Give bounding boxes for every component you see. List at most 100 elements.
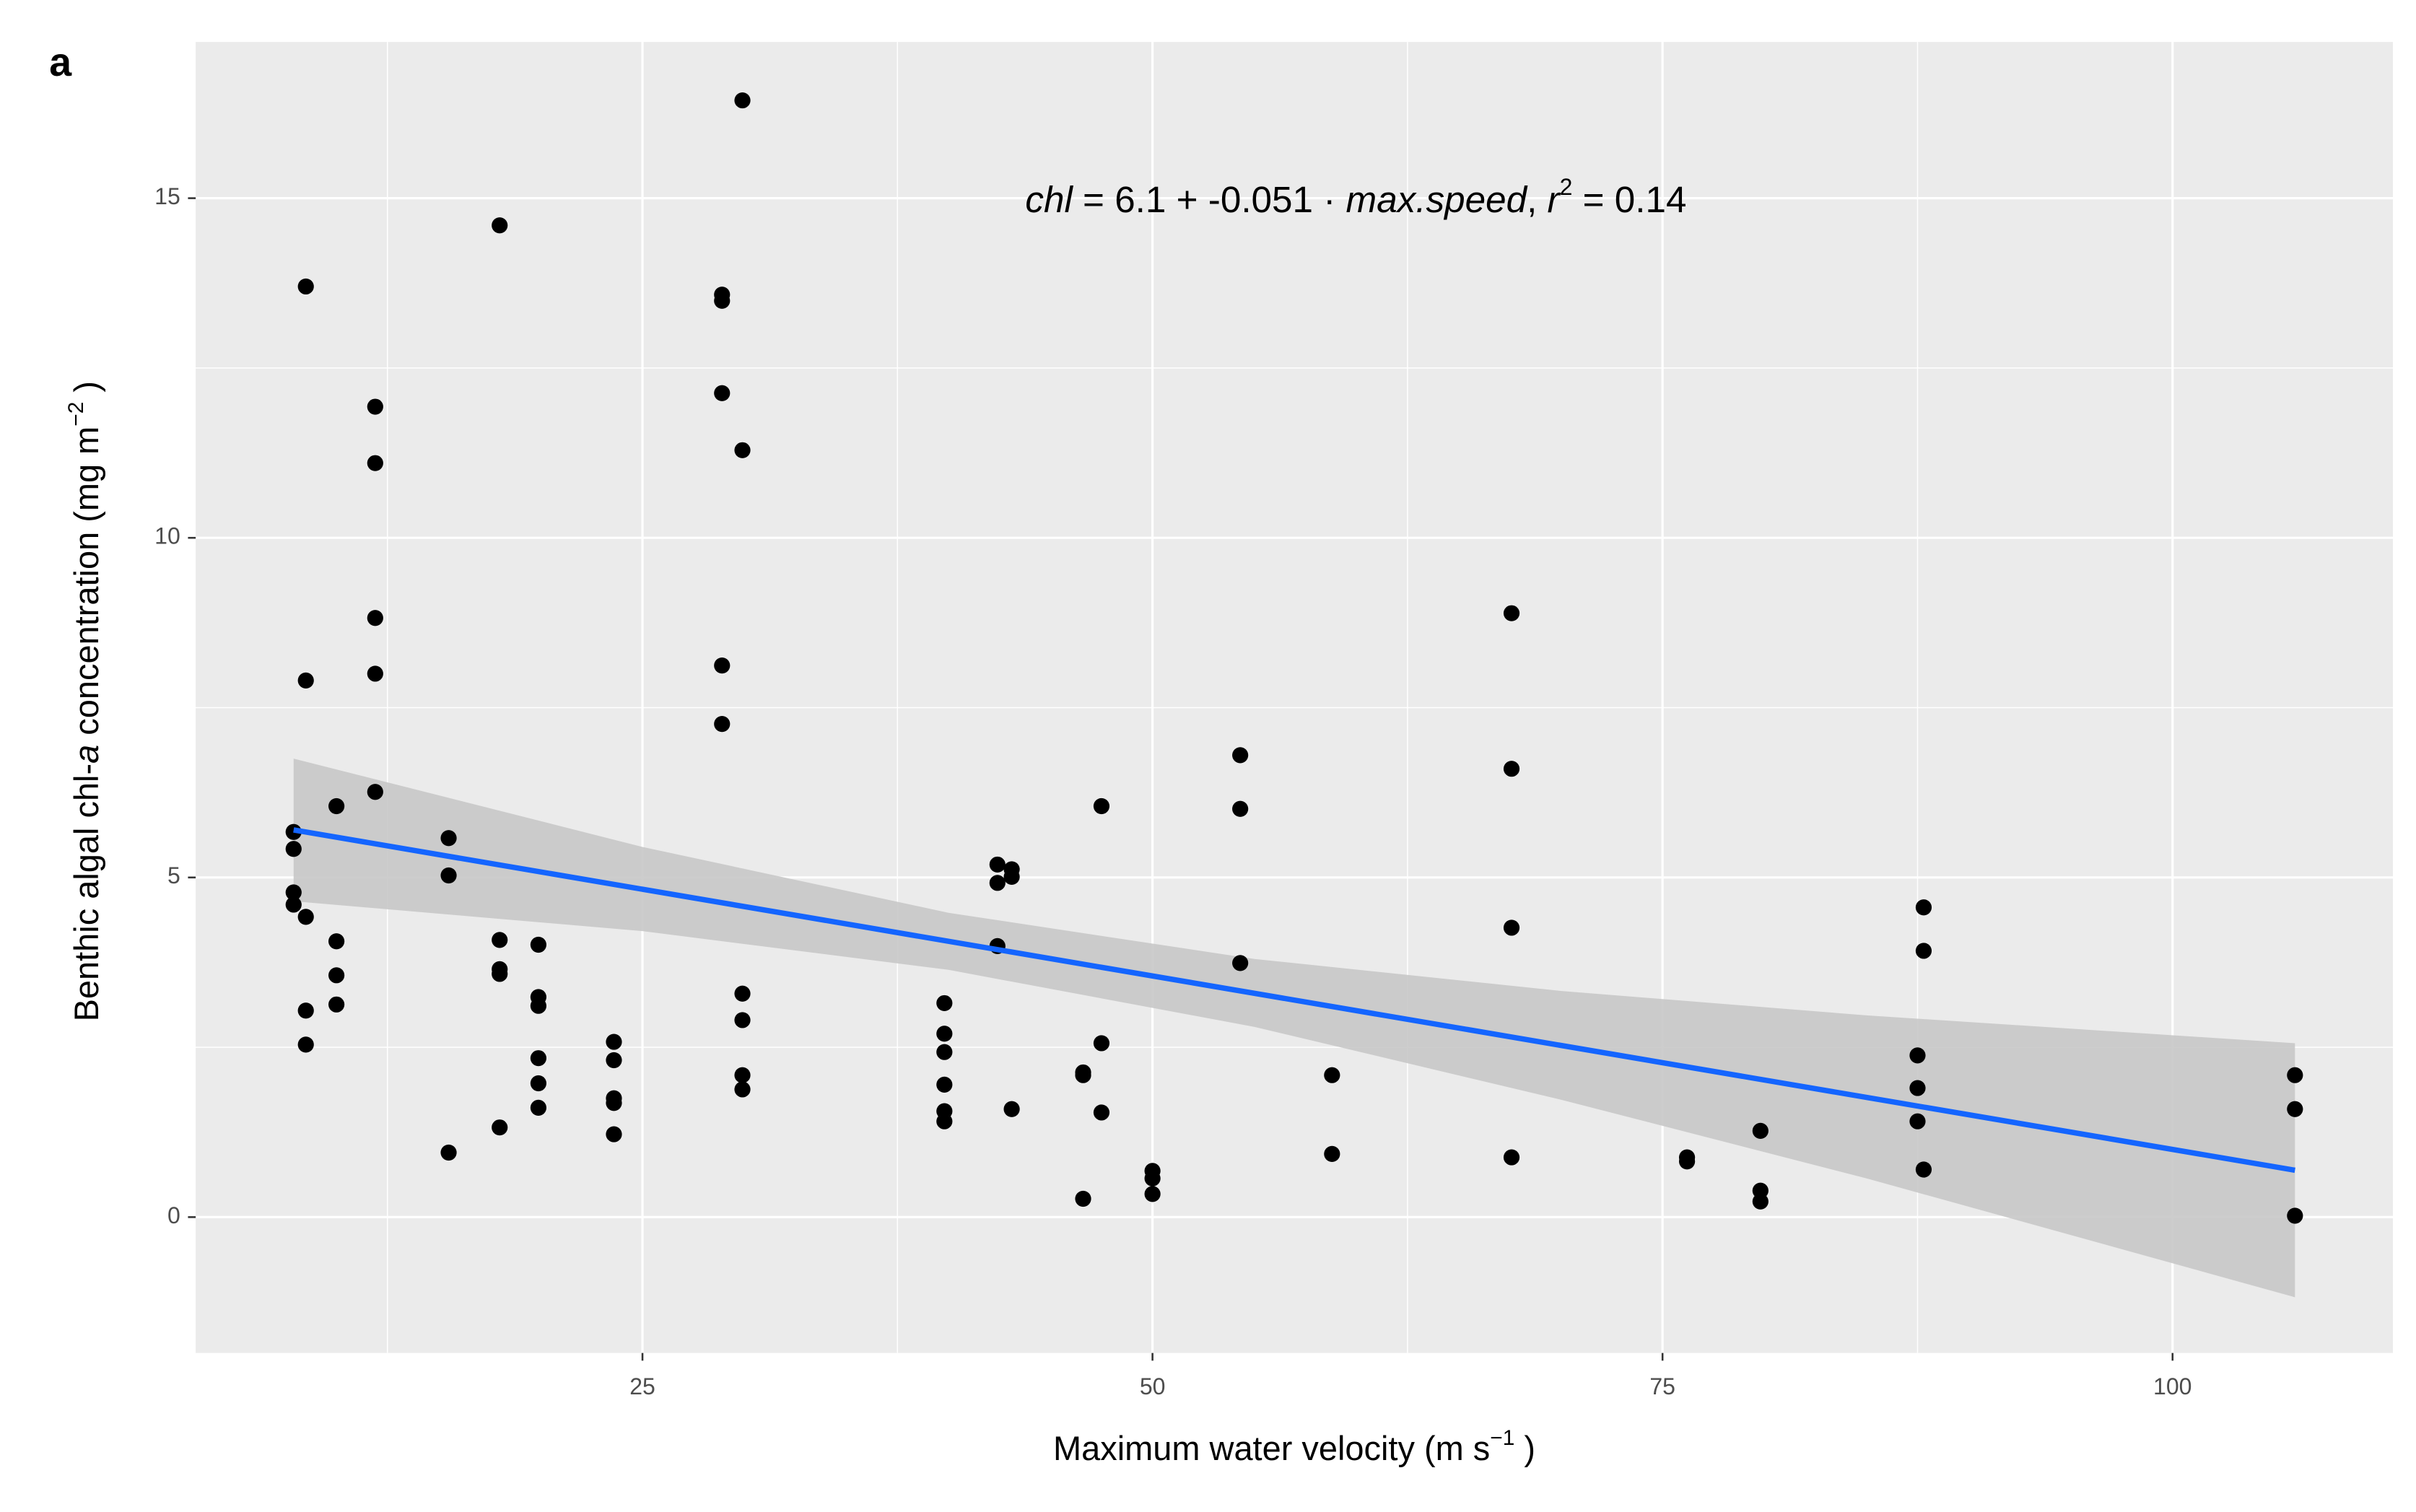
y-tick-label: 10 bbox=[154, 523, 180, 549]
data-point bbox=[1232, 747, 1249, 764]
data-point bbox=[1909, 1047, 1926, 1064]
data-point bbox=[606, 1126, 622, 1142]
data-point bbox=[1752, 1122, 1769, 1139]
x-axis-label-part: ) bbox=[1514, 1430, 1535, 1468]
data-point bbox=[1503, 919, 1520, 936]
x-tick-label: 50 bbox=[1140, 1373, 1166, 1399]
data-point bbox=[1075, 1190, 1091, 1207]
data-point bbox=[285, 884, 302, 901]
annotation-part: chl bbox=[1025, 179, 1073, 220]
data-point bbox=[734, 92, 751, 109]
data-point bbox=[1915, 899, 1932, 916]
annotation: chl = 6.1 + -0.051 · max.speed, r2 = 0.1… bbox=[1025, 175, 1686, 220]
y-axis-label-part: concentration (mg m bbox=[67, 427, 105, 745]
data-point bbox=[936, 1044, 953, 1060]
annotation-part: = 6.1 + -0.051 · bbox=[1073, 179, 1346, 220]
data-point bbox=[2287, 1101, 2303, 1117]
regression-line bbox=[293, 827, 2295, 1174]
data-point bbox=[297, 1002, 314, 1019]
data-point bbox=[297, 1036, 314, 1053]
data-point bbox=[367, 610, 383, 626]
data-point bbox=[367, 784, 383, 800]
data-point bbox=[440, 1144, 457, 1161]
data-point bbox=[606, 1095, 622, 1111]
data-point bbox=[492, 217, 508, 234]
y-axis-label: Benthic algal chl-a concentration (mg m−… bbox=[64, 381, 105, 1021]
annotation-part: = 0.14 bbox=[1572, 179, 1686, 220]
data-point bbox=[1003, 1101, 1020, 1117]
data-point bbox=[530, 997, 547, 1014]
data-point bbox=[440, 830, 457, 847]
data-point bbox=[714, 385, 731, 401]
data-point bbox=[1503, 761, 1520, 777]
y-axis-label-part: −2 bbox=[64, 402, 88, 427]
data-point bbox=[367, 398, 383, 415]
data-point bbox=[297, 672, 314, 689]
data-point bbox=[606, 1052, 622, 1069]
data-point bbox=[2287, 1067, 2303, 1083]
data-point bbox=[606, 1034, 622, 1050]
data-point bbox=[714, 292, 731, 309]
data-point bbox=[285, 841, 302, 857]
data-point bbox=[440, 867, 457, 884]
x-tick-label: 75 bbox=[1649, 1373, 1675, 1399]
data-point bbox=[1678, 1153, 1696, 1170]
data-point bbox=[734, 1012, 751, 1028]
data-point bbox=[328, 933, 345, 950]
y-tick-label: 15 bbox=[154, 183, 180, 209]
x-axis-label-part: Maximum water velocity (m s bbox=[1053, 1430, 1490, 1468]
x-tick-label: 25 bbox=[629, 1373, 655, 1399]
y-axis-label-part: a bbox=[67, 745, 105, 764]
data-point bbox=[1232, 800, 1249, 817]
panel-label: a bbox=[49, 40, 72, 84]
y-tick-label: 5 bbox=[167, 862, 180, 888]
data-point bbox=[734, 1081, 751, 1098]
data-point bbox=[734, 442, 751, 458]
confidence-band bbox=[293, 759, 2295, 1298]
data-point bbox=[989, 856, 1006, 873]
data-point bbox=[530, 1075, 547, 1092]
data-point bbox=[1093, 1035, 1110, 1052]
annotation-part: 2 bbox=[1560, 175, 1573, 201]
data-point bbox=[1915, 1161, 1932, 1178]
x-axis-label-part: −1 bbox=[1490, 1427, 1514, 1451]
data-point bbox=[1503, 605, 1520, 621]
data-point bbox=[936, 1113, 953, 1129]
data-point bbox=[1324, 1067, 1340, 1083]
data-point bbox=[1915, 943, 1932, 959]
data-point bbox=[2287, 1207, 2303, 1224]
data-point bbox=[367, 665, 383, 682]
data-point bbox=[492, 1119, 508, 1136]
data-point bbox=[714, 715, 731, 733]
data-point bbox=[989, 875, 1006, 891]
data-point bbox=[734, 985, 751, 1002]
data-point bbox=[936, 1026, 953, 1042]
data-point bbox=[530, 1099, 547, 1116]
data-point bbox=[936, 995, 953, 1012]
data-point bbox=[492, 932, 508, 948]
data-point bbox=[1144, 1186, 1161, 1202]
data-point bbox=[1075, 1067, 1091, 1083]
y-axis-label-part: ) bbox=[67, 381, 105, 402]
data-point bbox=[1752, 1193, 1769, 1210]
data-point bbox=[1144, 1170, 1161, 1187]
x-axis-label: Maximum water velocity (m s−1 ) bbox=[1053, 1427, 1535, 1468]
data-point bbox=[530, 936, 547, 953]
annotation-part: r bbox=[1548, 179, 1561, 220]
data-point bbox=[734, 1067, 751, 1083]
data-point bbox=[492, 966, 508, 982]
data-point bbox=[297, 909, 314, 925]
data-point bbox=[1003, 868, 1020, 885]
y-tick-label: 0 bbox=[167, 1202, 180, 1228]
data-point bbox=[1093, 797, 1110, 815]
data-point bbox=[1503, 1149, 1520, 1166]
annotation-part: , bbox=[1527, 179, 1547, 220]
y-axis-label-part: Benthic algal chl- bbox=[67, 764, 105, 1022]
data-point bbox=[328, 996, 345, 1013]
data-point bbox=[328, 797, 345, 815]
data-point bbox=[936, 1076, 953, 1093]
data-point bbox=[530, 1050, 547, 1067]
data-point bbox=[367, 455, 383, 471]
data-point bbox=[714, 657, 731, 674]
